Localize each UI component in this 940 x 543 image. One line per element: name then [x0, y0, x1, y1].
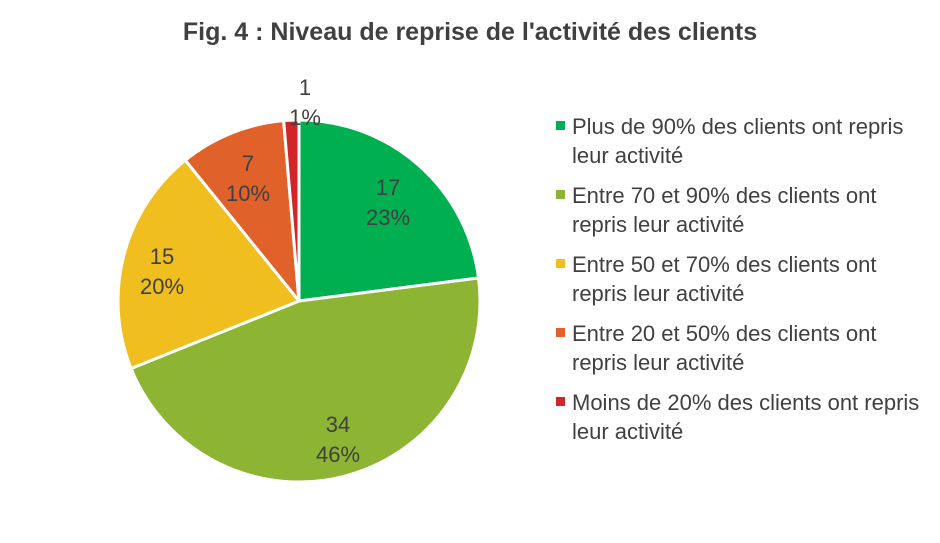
- slice-percent-label-5: 1%: [289, 105, 321, 130]
- legend-swatch: [556, 121, 565, 130]
- legend-swatch: [556, 397, 565, 406]
- slice-percent-label-2: 46%: [316, 442, 360, 467]
- slice-percent-label-1: 23%: [366, 205, 410, 230]
- legend-swatch: [556, 328, 565, 337]
- legend-swatch: [556, 190, 565, 199]
- slice-value-label-2: 34: [326, 412, 350, 437]
- slice-value-label-5: 1: [299, 75, 311, 100]
- slice-percent-label-3: 20%: [140, 274, 184, 299]
- legend-label: Entre 70 et 90% des clients ont repris l…: [572, 183, 877, 237]
- legend-label: Moins de 20% des clients ont repris leur…: [572, 390, 920, 444]
- legend-item-5: Moins de 20% des clients ont repris leur…: [556, 388, 936, 446]
- pie-slice-1: [297, 118, 481, 303]
- legend-item-2: Entre 70 et 90% des clients ont repris l…: [556, 181, 936, 239]
- slice-value-label-4: 7: [242, 151, 254, 176]
- pie-slice-2: [129, 276, 482, 484]
- legend-label: Entre 50 et 70% des clients ont repris l…: [572, 252, 877, 306]
- slice-percent-label-4: 10%: [226, 181, 270, 206]
- legend-swatch: [556, 259, 565, 268]
- legend-label: Plus de 90% des clients ont repris leur …: [572, 114, 904, 168]
- legend: Plus de 90% des clients ont repris leur …: [556, 112, 936, 457]
- legend-item-3: Entre 50 et 70% des clients ont repris l…: [556, 250, 936, 308]
- slice-value-label-1: 17: [376, 175, 400, 200]
- pie-slice-4: [183, 119, 301, 303]
- legend-item-1: Plus de 90% des clients ont repris leur …: [556, 112, 936, 170]
- pie-slice-5: [282, 118, 301, 303]
- legend-item-4: Entre 20 et 50% des clients ont repris l…: [556, 319, 936, 377]
- legend-label: Entre 20 et 50% des clients ont repris l…: [572, 321, 877, 375]
- chart-title: Fig. 4 : Niveau de reprise de l'activité…: [182, 18, 758, 46]
- slice-value-label-3: 15: [150, 244, 174, 269]
- pie-slice-3: [116, 158, 301, 370]
